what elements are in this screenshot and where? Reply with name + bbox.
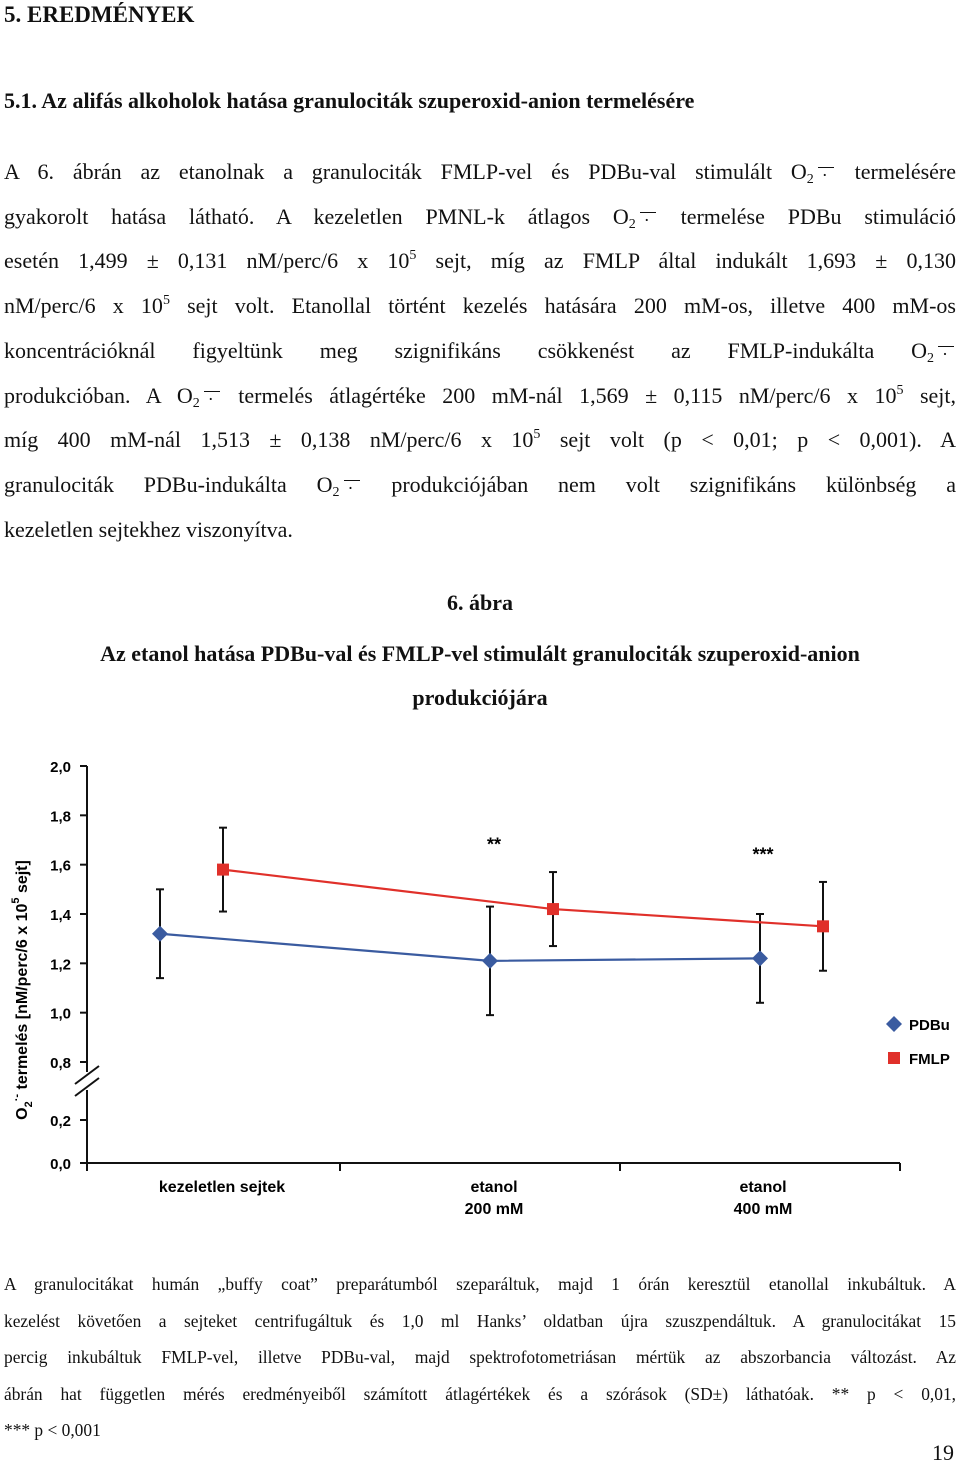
caption-line: ábrán hat független mérés eredményeiből … [4, 1383, 956, 1404]
paragraph-line: granulociták PDBu-indukálta O2 produkció… [4, 463, 956, 511]
legend-label: FMLP [909, 1051, 950, 1068]
legend-marker-pdbu [886, 1016, 902, 1032]
results-paragraph: A 6. ábrán az etanolnak a granulociták F… [4, 150, 956, 552]
x-category-label: kezeletlen sejtek [159, 1179, 285, 1196]
paragraph-line: kezeletlen sejtekhez viszonyítva. [4, 516, 293, 542]
paragraph-line: A 6. ábrán az etanolnak a granulociták F… [4, 150, 956, 198]
caption-line: kezelést követően a sejteket centrifugál… [4, 1310, 956, 1331]
y-tick-label: 1,6 [50, 858, 71, 875]
section-heading: 5. EREDMÉNYEK [4, 2, 195, 27]
data-point-pdbu [482, 952, 498, 969]
data-point-fmlp [547, 903, 559, 916]
caption-line: percig inkubáltuk FMLP-vel, illetve PDBu… [4, 1347, 956, 1367]
x-category-label: etanol [739, 1179, 786, 1196]
significance-annotation: *** [752, 844, 773, 864]
data-point-pdbu [752, 950, 768, 967]
figure-number: 6. ábra [447, 590, 513, 615]
y-tick-label: 1,0 [50, 1006, 71, 1023]
figure-caption: A granulocitákat humán „buffy coat” prep… [4, 1266, 956, 1449]
data-point-fmlp [217, 863, 229, 876]
axis-break-mark [74, 1077, 100, 1097]
y-tick-label: 0,0 [50, 1156, 71, 1173]
x-category-label: etanol [470, 1179, 517, 1196]
y-tick-label: 2,0 [50, 759, 71, 776]
paragraph-line: esetén 1,499 ± 0,131 nM/perc/6 x 105 sej… [4, 248, 956, 274]
series-line-fmlp [222, 868, 824, 928]
x-category-label: 400 mM [734, 1201, 793, 1218]
superoxide-radical-sign [934, 332, 956, 377]
page-number: 19 [932, 1440, 954, 1465]
x-category-label: 200 mM [465, 1201, 524, 1218]
axis-break-mark [74, 1065, 100, 1085]
caption-line: *** p < 0,001 [4, 1420, 101, 1440]
legend-label: PDBu [909, 1017, 950, 1034]
data-point-fmlp [817, 920, 829, 933]
y-tick-label: 0,8 [50, 1055, 71, 1072]
superoxide-radical-sign [340, 466, 362, 511]
y-tick-label: 0,2 [50, 1113, 71, 1130]
superoxide-radical-sign [636, 198, 658, 242]
paragraph-line: gyakorolt hatása látható. A kezeletlen P… [4, 195, 956, 243]
paragraph-line: produkcióban. A O2 termelés átlagértéke … [4, 374, 956, 422]
subsection-heading: 5.1. Az alifás alkoholok hatása granuloc… [4, 88, 695, 113]
data-point-pdbu [152, 925, 168, 942]
line-chart: 2,0 1,8 1,6 1,4 1,2 1,0 0,8 0,2 0,0 O2·- termelés… [10, 759, 950, 1218]
significance-annotation: ** [487, 834, 501, 854]
y-tick-label: 1,8 [50, 808, 71, 825]
y-tick-label: 1,4 [50, 907, 72, 924]
paragraph-line: koncentrációknál figyeltünk meg szignifi… [4, 329, 956, 377]
caption-line: A granulocitákat humán „buffy coat” prep… [4, 1274, 956, 1294]
figure-title: Az etanol hatása PDBu-val és FMLP-vel st… [100, 641, 860, 710]
superoxide-radical-sign [814, 153, 836, 198]
paragraph-line: nM/perc/6 x 105 sejt volt. Etanollal tör… [4, 293, 956, 319]
y-tick-label: 1,2 [50, 956, 71, 973]
paragraph-line: míg 400 mM-nál 1,513 ± 0,138 nM/perc/6 x… [4, 427, 956, 453]
series-line-pdbu [159, 932, 761, 962]
legend-marker-fmlp [888, 1052, 900, 1064]
superoxide-radical-sign [200, 377, 222, 421]
y-axis-label: O2·- termelés [nM/perc/6 x 105 sejt] [10, 860, 35, 1120]
